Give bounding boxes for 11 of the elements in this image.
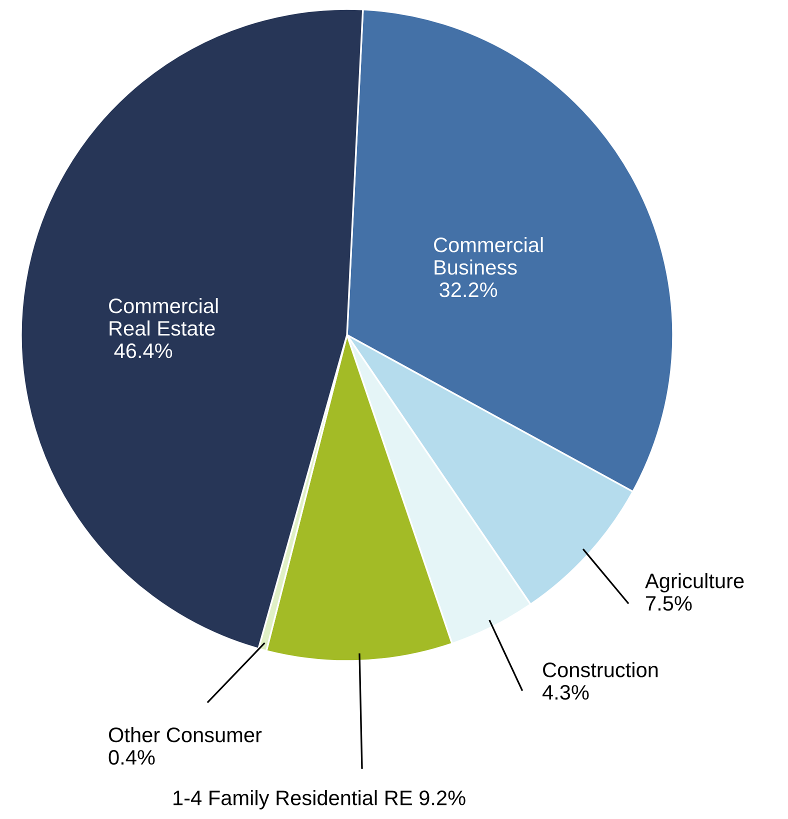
slice-label: 1-4 Family Residential RE 9.2% bbox=[174, 790, 466, 810]
data-label: 0.4% bbox=[108, 750, 155, 765]
slice-label: Commercial Business bbox=[434, 237, 543, 275]
data-label: 4.3% bbox=[542, 684, 589, 700]
data-label: 46.4% bbox=[114, 343, 172, 358]
data-label: 7.5% bbox=[646, 596, 692, 611]
slice-label: Construction bbox=[543, 662, 658, 678]
slice-label: Agriculture bbox=[645, 573, 744, 592]
slice-label: Commercial Real Estate bbox=[109, 298, 218, 336]
data-label: 32.2% bbox=[440, 282, 498, 298]
slice-label: Other Consumer bbox=[108, 727, 262, 742]
